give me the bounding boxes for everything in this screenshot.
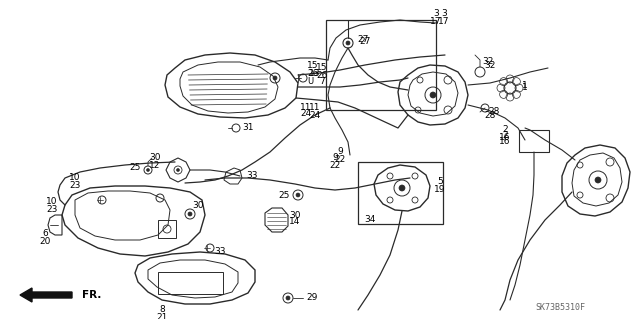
- Bar: [326, 20, 436, 110]
- Circle shape: [296, 193, 300, 197]
- Text: 19: 19: [435, 186, 445, 195]
- Text: FR.: FR.: [82, 290, 101, 300]
- Text: 34: 34: [364, 216, 376, 225]
- Text: 32: 32: [484, 61, 496, 70]
- Text: 16: 16: [499, 133, 511, 143]
- Text: 24: 24: [300, 109, 312, 118]
- Text: 1: 1: [522, 84, 528, 93]
- Text: 30: 30: [289, 211, 301, 219]
- Text: 25: 25: [278, 190, 290, 199]
- Circle shape: [273, 76, 277, 80]
- Text: 2: 2: [502, 130, 508, 139]
- Text: 14: 14: [289, 218, 301, 226]
- Text: U: U: [307, 78, 313, 86]
- Text: 33: 33: [214, 247, 226, 256]
- Text: 15: 15: [316, 63, 328, 72]
- Text: 17: 17: [438, 18, 450, 26]
- Text: 26: 26: [307, 69, 319, 78]
- Text: 22: 22: [330, 161, 340, 170]
- Text: 26: 26: [316, 70, 328, 79]
- Text: 9: 9: [337, 147, 343, 157]
- Circle shape: [595, 177, 601, 183]
- Text: 7: 7: [319, 78, 325, 86]
- Circle shape: [177, 168, 179, 172]
- Bar: [519, 130, 549, 152]
- FancyArrow shape: [20, 288, 72, 302]
- Bar: [158, 272, 223, 294]
- Text: 10: 10: [46, 197, 58, 206]
- Text: 31: 31: [243, 123, 253, 132]
- Text: 24: 24: [309, 112, 321, 121]
- Circle shape: [286, 296, 290, 300]
- Text: 11: 11: [300, 102, 312, 112]
- Text: 6: 6: [42, 229, 48, 239]
- Text: 15: 15: [307, 62, 319, 70]
- Text: 3: 3: [433, 10, 439, 19]
- Circle shape: [430, 92, 436, 98]
- Text: 9: 9: [332, 153, 338, 162]
- Text: 10: 10: [69, 174, 81, 182]
- Text: 27: 27: [357, 35, 369, 44]
- Text: 3: 3: [441, 10, 447, 19]
- Text: 2: 2: [502, 125, 508, 135]
- Bar: [158, 220, 176, 238]
- Text: 11: 11: [309, 103, 321, 113]
- Text: 30: 30: [149, 153, 161, 162]
- Circle shape: [147, 168, 150, 172]
- Text: 17: 17: [430, 18, 442, 26]
- Text: 16: 16: [499, 137, 511, 146]
- Text: SK73B5310F: SK73B5310F: [535, 303, 585, 313]
- Text: 13: 13: [309, 70, 321, 78]
- Text: 28: 28: [488, 108, 500, 116]
- Circle shape: [399, 185, 405, 191]
- Text: 25: 25: [129, 164, 141, 173]
- Text: 21: 21: [156, 313, 168, 319]
- Text: 27: 27: [359, 38, 371, 47]
- Text: 32: 32: [483, 57, 493, 66]
- Text: 23: 23: [46, 205, 58, 214]
- Text: 20: 20: [39, 238, 51, 247]
- Text: 33: 33: [246, 170, 258, 180]
- Bar: [358, 162, 443, 224]
- Text: 5: 5: [437, 177, 443, 187]
- Text: 30: 30: [192, 202, 204, 211]
- Text: 1: 1: [522, 81, 528, 91]
- Text: 29: 29: [307, 293, 317, 302]
- Text: 22: 22: [334, 155, 346, 165]
- Text: 12: 12: [149, 161, 161, 170]
- Text: 23: 23: [69, 182, 81, 190]
- Circle shape: [188, 212, 192, 216]
- Circle shape: [346, 41, 350, 45]
- Text: 8: 8: [159, 306, 165, 315]
- Text: 28: 28: [484, 110, 496, 120]
